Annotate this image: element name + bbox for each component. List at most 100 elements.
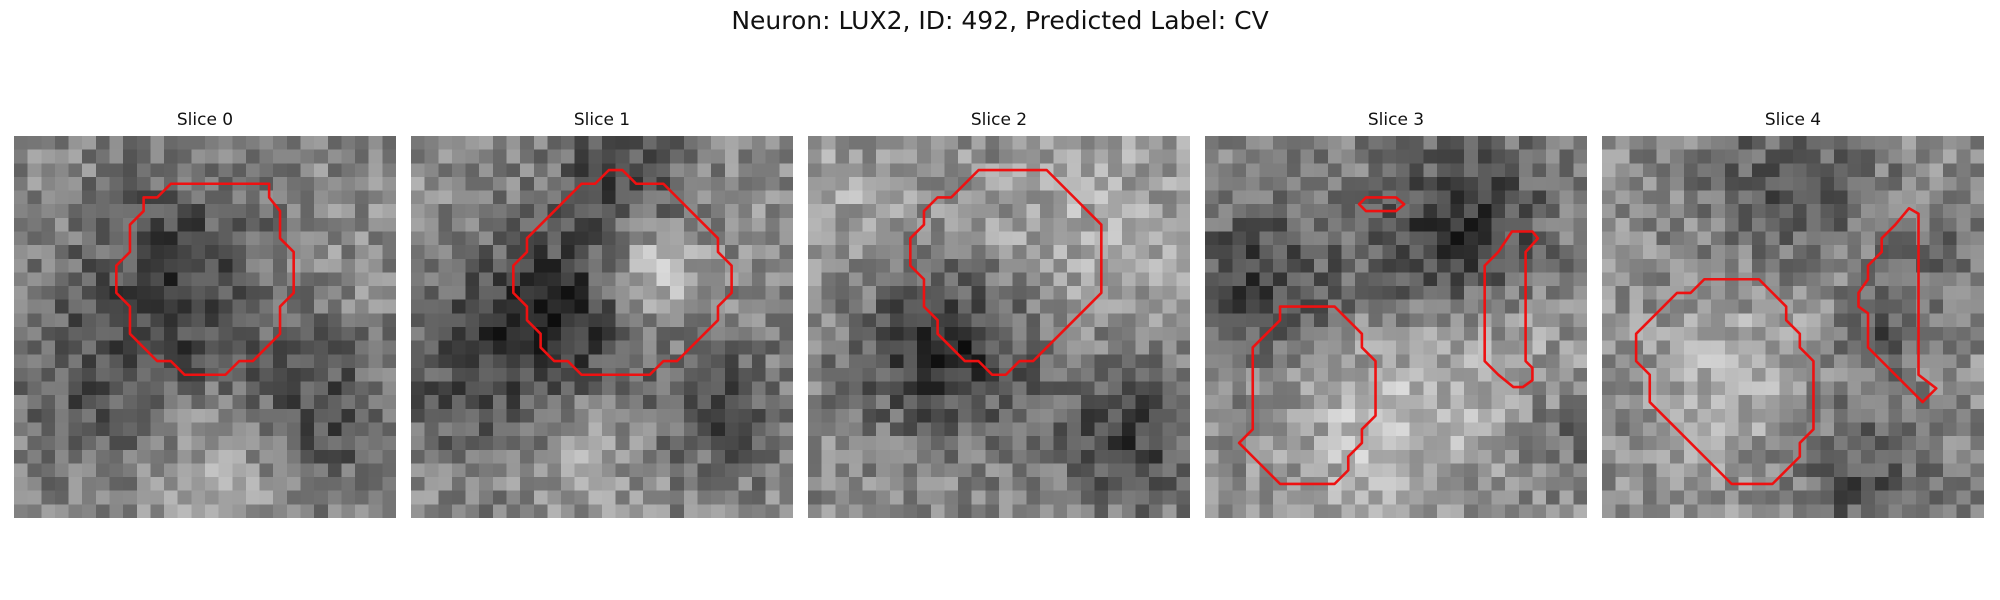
pixel (642, 245, 657, 260)
pixel (1300, 490, 1315, 505)
pixel (1355, 136, 1369, 150)
pixel (1970, 381, 1984, 396)
pixel (1559, 217, 1574, 232)
pixel (1615, 149, 1630, 164)
pixel (958, 163, 972, 178)
pixel (54, 354, 69, 369)
pixel (1245, 490, 1260, 505)
pixel (1615, 204, 1630, 219)
pixel (1368, 272, 1383, 287)
pixel (1683, 313, 1698, 328)
pixel (1382, 395, 1397, 410)
pixel (1752, 136, 1766, 150)
pixel (1956, 340, 1971, 355)
pixel (300, 381, 315, 396)
pixel (1573, 381, 1587, 396)
pixel (177, 436, 192, 451)
pixel (724, 436, 739, 451)
pixel (341, 204, 356, 219)
pixel (1409, 163, 1424, 178)
pixel (1245, 149, 1260, 164)
pixel (1779, 408, 1794, 423)
pixel (382, 299, 396, 314)
pixel (1464, 490, 1479, 505)
pixel (574, 449, 589, 464)
pixel (136, 477, 151, 491)
pixel (1286, 258, 1301, 273)
slice-panel-2: Slice 2 (808, 108, 1190, 518)
pixel (971, 449, 986, 464)
pixel (205, 327, 219, 341)
pixel (1149, 395, 1163, 410)
pixel (1259, 395, 1274, 410)
pixel (1491, 286, 1506, 300)
pixel (1259, 272, 1274, 287)
pixel (1656, 436, 1671, 451)
pixel (1943, 217, 1957, 232)
pixel (1573, 245, 1587, 260)
pixel (1902, 149, 1917, 164)
pixel (971, 149, 986, 164)
pixel (903, 327, 918, 341)
pixel (944, 367, 959, 382)
pixel (232, 313, 247, 328)
pixel (821, 367, 836, 382)
pixel (1314, 245, 1329, 260)
pixel (779, 340, 793, 355)
pixel (1464, 477, 1479, 491)
pixel (205, 299, 219, 314)
pixel (177, 299, 192, 314)
pixel (41, 340, 56, 355)
pixel (1546, 449, 1560, 464)
pixel (1135, 231, 1150, 246)
pixel (1026, 176, 1041, 191)
pixel (848, 136, 863, 150)
pixel (821, 490, 836, 505)
pixel (889, 422, 904, 437)
pixel (368, 258, 383, 273)
pixel (150, 422, 165, 437)
pixel (1793, 286, 1807, 300)
pixel (999, 176, 1013, 191)
pixel (1806, 163, 1821, 178)
pixel (1135, 217, 1150, 232)
pixel (765, 422, 780, 437)
pixel (876, 258, 891, 273)
pixel (1532, 354, 1547, 369)
pixel (1409, 504, 1424, 518)
pixel (506, 313, 521, 328)
pixel (1039, 286, 1054, 300)
pixel (1779, 217, 1794, 232)
pixel (615, 395, 630, 410)
pixel (1779, 231, 1794, 246)
pixel (1259, 313, 1274, 328)
pixel (547, 190, 562, 205)
pixel (1724, 436, 1739, 451)
pixel (1300, 422, 1315, 437)
pixel (245, 381, 260, 396)
pixel (1382, 449, 1397, 464)
pixel (27, 490, 42, 505)
pixel (232, 204, 247, 219)
pixel (150, 449, 165, 464)
pixel (1053, 286, 1068, 300)
pixel (1464, 163, 1479, 178)
pixel (1806, 477, 1821, 491)
pixel (27, 190, 42, 205)
pixel (944, 272, 959, 287)
pixel (1697, 313, 1712, 328)
pixel (1943, 245, 1957, 260)
pixel (999, 149, 1013, 164)
pixel (1847, 436, 1862, 451)
pixel (1121, 436, 1136, 451)
pixel (1943, 490, 1957, 505)
pixel (1697, 136, 1712, 150)
pixel (930, 504, 945, 518)
pixel (1162, 490, 1177, 505)
pixel (1382, 299, 1397, 314)
pixel (930, 258, 945, 273)
pixel (520, 286, 535, 300)
pixel (1929, 327, 1944, 341)
pixel (848, 381, 863, 396)
pixel (123, 340, 138, 355)
